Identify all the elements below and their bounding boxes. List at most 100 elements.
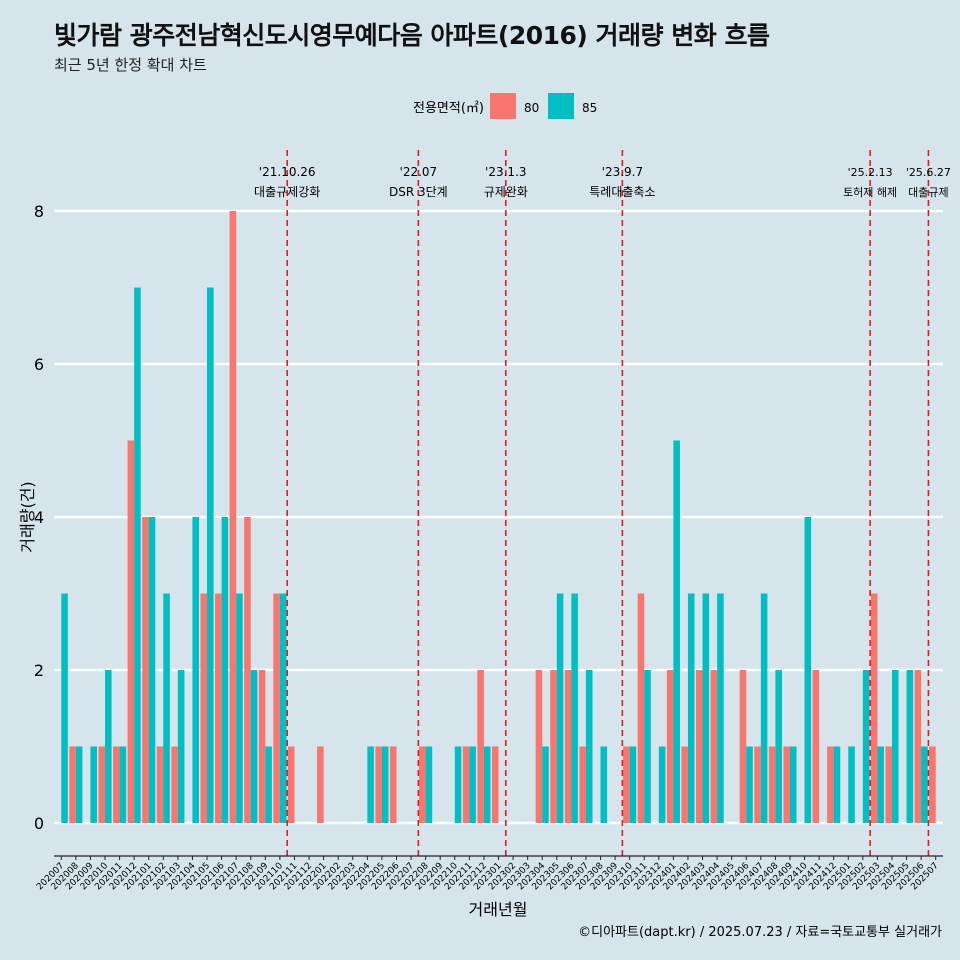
bar-80-202507 [929,746,936,823]
bar-85-202412 [833,746,841,823]
bar-85-202503 [877,746,884,823]
event-label: 토허제 해제 [843,185,897,199]
event-markers: '21.10.26 대출규제강화 '22.07 DSR 3단계 '23.1.3 규제완화 '… [254,150,951,856]
bar-80-202404 [710,670,718,823]
bar-80-202503 [870,593,878,823]
legend-swatch-80 [490,93,516,119]
event-date: '22.07 [400,165,438,179]
bar-80-202301 [491,746,499,823]
bar-80-202008 [69,746,76,823]
bar-80-202311 [637,593,645,823]
bar-85-202305 [556,593,564,823]
bar-80-202110 [273,593,280,823]
legend-label-85: 85 [582,101,597,115]
bar-85-202108 [250,670,258,823]
bar-80-202506 [914,670,922,823]
y-axis-label: 거래량(건) [18,481,37,552]
bar-85-202505 [906,670,914,823]
bar-85-202010 [105,670,112,823]
bar-80-202406 [739,670,747,823]
bar-85-202211 [469,746,476,823]
bar-85-202210 [454,746,462,823]
bar-80-202011 [113,746,120,823]
bar-85-202011 [119,746,127,823]
bar-80-202206 [389,746,397,823]
bar-85-202106 [221,517,229,823]
bar-80-202310 [623,746,630,823]
bar-85-202502 [862,670,870,823]
bar-80-202304 [535,670,543,823]
bar-85-202104 [192,517,200,823]
bar-80-202412 [827,746,834,823]
y-tick-label: 2 [34,661,44,680]
bar-85-202107 [236,593,243,823]
bar-80-202208 [419,746,426,823]
bar-85-202402 [687,593,695,823]
bar-85-202105 [207,287,214,823]
bar-85-202408 [775,670,782,823]
bar-85-202312 [658,746,666,823]
y-tick-label: 4 [34,508,44,527]
event-label: 대출규제강화 [254,185,320,199]
bars [61,211,936,823]
bar-80-202101 [142,517,149,823]
bar-85-202404 [717,593,724,823]
y-tick-label: 6 [34,355,44,374]
bar-85-202009 [90,746,97,823]
bar-80-202211 [462,746,470,823]
bar-85-202102 [163,593,170,823]
bar-80-202212 [477,670,484,823]
bar-85-202310 [629,746,637,823]
bar-80-202109 [258,670,266,823]
chart-title: 빛가람 광주전남혁신도시영무예다음 아파트(2016) 거래량 변화 흐름 [54,21,770,50]
bar-80-202411 [812,670,820,823]
bar-80-202201 [317,746,324,823]
bar-80-202012 [127,440,135,823]
legend-swatch-85 [548,93,574,119]
legend: 전용면적(㎡) 80 85 [413,93,597,119]
bar-85-202407 [760,593,768,823]
bar-85-202406 [746,746,753,823]
bar-85-202204 [367,746,374,823]
bar-85-202409 [789,746,797,823]
bar-80-202108 [244,517,251,823]
y-tick-label: 0 [34,814,44,833]
bar-80-202107 [229,211,237,823]
bar-80-202307 [579,746,586,823]
bar-85-202110 [279,593,287,823]
bar-85-202205 [381,746,389,823]
legend-label-80: 80 [524,101,539,115]
event-label: 규제완화 [484,185,528,199]
bar-85-202401 [673,440,680,823]
bar-85-202308 [600,746,608,823]
bar-85-202101 [148,517,156,823]
bar-80-202402 [681,746,688,823]
bar-80-202408 [768,746,776,823]
bar-85-202501 [848,746,855,823]
bar-80-202407 [754,746,761,823]
bar-85-202208 [425,746,433,823]
event-date: '25.6.27 [906,166,951,179]
bar-80-202409 [783,746,790,823]
bar-80-202106 [215,593,222,823]
bar-85-202007 [61,593,68,823]
bar-80-202102 [156,746,164,823]
bar-85-202504 [891,670,899,823]
bar-85-202403 [702,593,710,823]
bar-85-202012 [134,287,141,823]
bar-85-202311 [644,670,651,823]
bar-85-202410 [804,517,812,823]
event-label: DSR 3단계 [389,185,448,199]
bar-80-202105 [200,593,208,823]
bar-85-202506 [921,746,928,823]
source-caption: ©디아파트(dapt.kr) / 2025.07.23 / 자료=국토교통부 실… [578,925,942,940]
y-tick-label: 8 [34,202,44,221]
event-date: '21.10.26 [259,165,316,179]
event-date: '23.1.3 [485,165,526,179]
bar-85-202103 [177,670,185,823]
bar-80-202103 [171,746,178,823]
x-axis-label: 거래년월 [469,900,528,919]
event-date: '25.2.13 [848,166,893,179]
bar-85-202304 [542,746,549,823]
